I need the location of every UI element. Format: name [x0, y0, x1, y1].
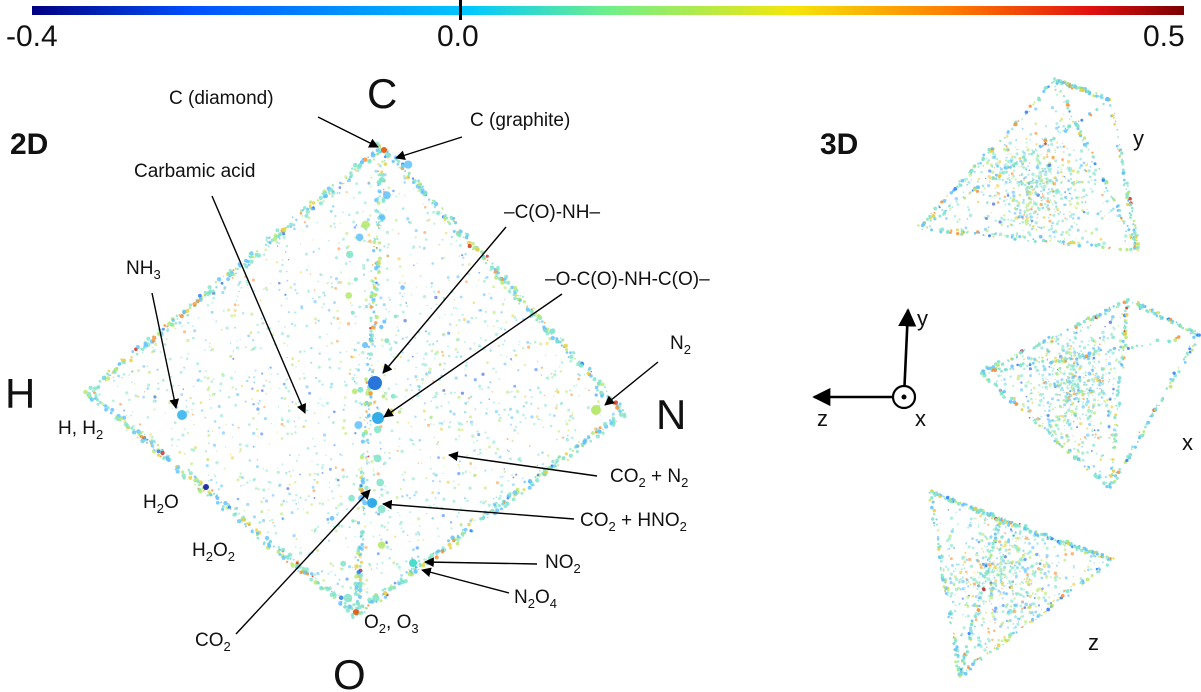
label-h2o: H2O	[143, 492, 179, 516]
axis-y-label: y	[917, 306, 928, 331]
label-no2: NO2	[545, 552, 581, 576]
vertex-oxygen: O	[333, 651, 366, 692]
arrow-co2	[235, 489, 371, 635]
tetrahedron-view-1	[917, 77, 1141, 252]
label-nh3: NH3	[126, 258, 161, 282]
axis-x-label: x	[915, 406, 926, 431]
arrow-imide	[383, 293, 563, 418]
label-c-diamond: C (diamond)	[169, 88, 274, 109]
label-amide: –C(O)-NH–	[504, 202, 601, 223]
label-c-graphite: C (graphite)	[470, 110, 571, 131]
label-n2o4: N2O4	[514, 587, 557, 611]
label-n2: N2	[670, 333, 691, 357]
label-h-h2: H, H2	[58, 418, 104, 442]
colorbar-zero-tick	[459, 0, 462, 20]
arrow-graphite	[395, 136, 463, 160]
label-o2-o3: O2, O3	[364, 612, 419, 636]
axis-y-arrow	[898, 308, 917, 398]
arrow-co2n2	[448, 451, 598, 477]
arrow-n2	[604, 361, 659, 406]
label-co2-hno2: CO2 + HNO2	[580, 510, 687, 534]
view-label-middle: x	[1182, 430, 1193, 455]
label-imide: –O-C(O)-NH-C(O)–	[545, 269, 710, 290]
colorbar-min-label: -0.4	[6, 20, 58, 53]
vertex-hydrogen: H	[5, 370, 36, 417]
arrow-carbamic	[211, 195, 307, 414]
arrow-no2	[424, 557, 538, 568]
diamond-point-cloud	[83, 141, 627, 620]
arrow-amide	[382, 226, 507, 374]
tetrahedron-view-2	[979, 298, 1201, 489]
label-co2-n2: CO2 + N2	[610, 466, 689, 490]
panel-3d-title: 3D	[820, 128, 859, 161]
vertex-carbon: C	[367, 70, 398, 117]
tetrahedron-view-3	[928, 489, 1115, 678]
axis-z-label: z	[817, 406, 828, 431]
label-carbamic-acid: Carbamic acid	[134, 161, 256, 182]
colorbar-mid-label: 0.0	[437, 20, 479, 53]
arrow-diamond	[317, 116, 379, 148]
colorbar-max-label: 0.5	[1143, 20, 1185, 53]
arrow-co2hno2	[382, 499, 575, 520]
panel-2d-title: 2D	[10, 128, 49, 161]
view-label-bottom: z	[1088, 630, 1099, 655]
label-h2o2: H2O2	[192, 540, 235, 564]
view-label-top: y	[1133, 126, 1144, 151]
arrow-nh3	[151, 292, 179, 409]
colorbar	[32, 6, 1184, 15]
vertex-nitrogen: N	[656, 391, 687, 438]
axis-x-dot	[901, 394, 907, 400]
arrow-n2o4	[421, 567, 510, 594]
label-co2: CO2	[195, 630, 231, 654]
